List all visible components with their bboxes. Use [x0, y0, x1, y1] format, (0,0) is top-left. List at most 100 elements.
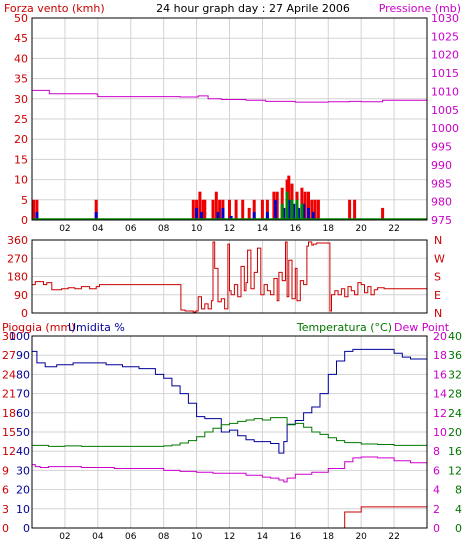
dew-point-ytick-8: 16 — [433, 368, 447, 381]
wind-xtick-18: 18 — [323, 224, 335, 234]
wind-bar-raffica-12 — [228, 199, 231, 220]
pressure-ytick-4: 995 — [431, 141, 452, 154]
wind-bar-velocita-13 — [297, 207, 301, 220]
pressure-ytick-0: 975 — [431, 214, 452, 227]
humidity-ytick-1: 10 — [16, 503, 30, 516]
humidity-ytick-9: 90 — [16, 349, 30, 362]
wind-bar-velocita-12 — [292, 203, 296, 220]
pressure-ytick-2: 985 — [431, 177, 452, 190]
wind-xtick-22: 22 — [388, 224, 399, 234]
thermo-xtick-10: 10 — [191, 532, 203, 542]
humidity-ytick-0: 0 — [23, 522, 30, 535]
dew-point-axis-title: Dew Point — [394, 321, 450, 334]
wind-bar-velocita-2 — [195, 207, 199, 220]
thermo-xtick-02: 02 — [59, 532, 70, 542]
wind-bar-raffica-1 — [35, 199, 39, 220]
wind-bar-raffica-16 — [252, 199, 256, 220]
thermo-xtick-18: 18 — [323, 532, 335, 542]
humidity-ytick-8: 80 — [16, 368, 30, 381]
wind-ytick-1: 5 — [21, 194, 28, 207]
pressure-ytick-5: 1000 — [431, 122, 459, 135]
wind-ytick-4: 20 — [14, 133, 28, 146]
rain-ytick-3: 9 — [2, 464, 9, 477]
wind-ytick-5: 25 — [14, 113, 28, 126]
wind-bar-velocita-1 — [94, 211, 98, 220]
wind-bar-velocita-15 — [307, 207, 310, 220]
wind-bar-media-2 — [290, 199, 294, 220]
dew-point-ytick-0: 0 — [433, 522, 440, 535]
direction-ytick-2: 180 — [7, 271, 28, 284]
thermo-xtick-16: 16 — [290, 532, 302, 542]
wind-xtick-12: 12 — [224, 224, 235, 234]
wind-bar-raffica-33 — [353, 199, 357, 220]
temperature-ytick-9: 36 — [448, 349, 462, 362]
wind-ytick-7: 35 — [14, 73, 28, 86]
temperature-axis-title: Temperatura (°C) — [296, 321, 392, 334]
thermo-xtick-20: 20 — [355, 532, 367, 542]
dew-point-ytick-5: 10 — [433, 426, 447, 439]
rain-ytick-9: 27 — [2, 349, 16, 362]
wind-bar-velocita-9 — [274, 199, 278, 220]
wind-bar-velocita-8 — [265, 211, 269, 220]
direction-ytick-0: 0 — [21, 307, 28, 320]
pressure-ytick-1: 980 — [431, 196, 452, 209]
wind-ytick-9: 45 — [14, 32, 28, 45]
wind-bar-velocita-10 — [282, 207, 286, 220]
rain-ytick-8: 24 — [2, 368, 16, 381]
pressure-ytick-11: 1030 — [431, 12, 459, 25]
temperature-ytick-0: 0 — [455, 522, 462, 535]
wind-bar-velocita-11 — [287, 199, 291, 220]
pressure-ytick-3: 990 — [431, 159, 452, 172]
wind-bar-velocita-7 — [252, 211, 256, 220]
temperature-ytick-5: 20 — [448, 426, 462, 439]
thermo-xtick-14: 14 — [257, 532, 269, 542]
top-left-axis-title: Forza vento (kmh) — [4, 2, 105, 15]
rain-ytick-1: 3 — [2, 503, 9, 516]
wind-bar-velocita-3 — [200, 211, 203, 220]
wind-bar-raffica-2 — [94, 199, 98, 220]
wind-bar-raffica-18 — [265, 199, 269, 220]
compass-label-1: E — [434, 289, 441, 302]
pressure-ytick-6: 1005 — [431, 104, 459, 117]
wind-bar-raffica-34 — [381, 207, 385, 220]
rain-ytick-4: 12 — [2, 445, 16, 458]
rain-ytick-10: 30 — [2, 330, 16, 343]
temperature-ytick-6: 24 — [448, 407, 462, 420]
wind-xtick-10: 10 — [191, 224, 203, 234]
pressure-ytick-9: 1020 — [431, 49, 459, 62]
humidity-ytick-3: 30 — [16, 464, 30, 477]
wind-bar-raffica-28 — [307, 191, 310, 220]
wind-bar-media-3 — [295, 199, 299, 220]
humidity-axis-title: Umidita % — [68, 321, 125, 334]
wind-bar-velocita-5 — [221, 207, 225, 220]
humidity-ytick-6: 60 — [16, 407, 30, 420]
thermo-xtick-12: 12 — [224, 532, 235, 542]
wind-bar-raffica-13 — [234, 199, 238, 220]
wind-bar-velocita-14 — [302, 203, 306, 220]
rain-ytick-7: 21 — [2, 388, 16, 401]
wind-bar-velocita-4 — [216, 211, 220, 220]
dew-point-line — [32, 456, 427, 483]
dew-point-ytick-2: 4 — [433, 484, 440, 497]
rain-ytick-2: 6 — [2, 484, 9, 497]
wind-bar-raffica-31 — [316, 199, 320, 220]
wind-bar-raffica-5 — [198, 191, 202, 220]
humidity-ytick-5: 50 — [16, 426, 30, 439]
wind-bar-raffica-15 — [247, 207, 251, 220]
wind-ytick-0: 0 — [21, 214, 28, 227]
wind-xtick-14: 14 — [257, 224, 269, 234]
wind-bar-raffica-9 — [214, 191, 218, 220]
wind-bar-raffica-30 — [313, 199, 317, 220]
temperature-ytick-10: 40 — [448, 330, 462, 343]
dew-point-ytick-6: 12 — [433, 407, 447, 420]
dew-point-ytick-1: 2 — [433, 503, 440, 516]
wind-ytick-3: 15 — [14, 153, 28, 166]
wind-bar-raffica-27 — [303, 191, 307, 220]
wind-bar-media-1 — [285, 191, 289, 220]
humidity-ytick-7: 70 — [16, 388, 30, 401]
humidity-ytick-4: 40 — [16, 445, 30, 458]
dew-point-ytick-4: 8 — [433, 445, 440, 458]
direction-line — [32, 241, 427, 313]
chart-title: 24 hour graph day : 27 Aprile 2006 — [156, 2, 350, 15]
